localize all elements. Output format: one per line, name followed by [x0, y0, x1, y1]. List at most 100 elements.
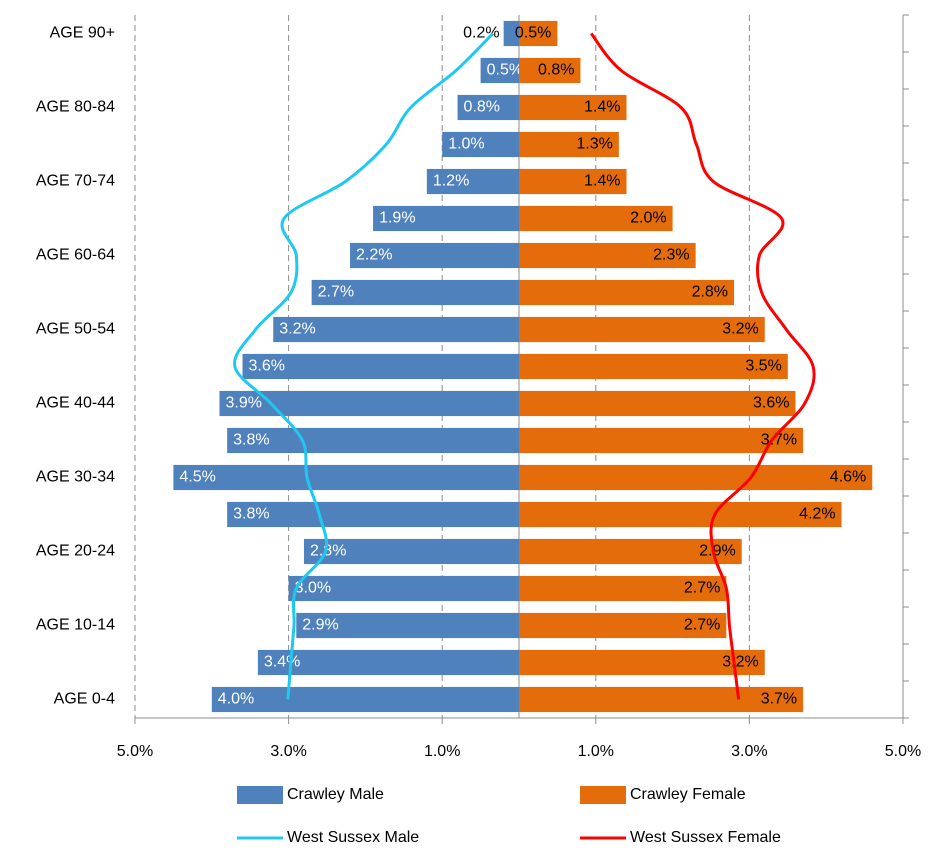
data-label: 2.8% — [310, 543, 346, 560]
bar — [219, 390, 520, 417]
data-label: 3.2% — [722, 654, 758, 671]
bar — [227, 501, 519, 528]
bar — [426, 168, 519, 195]
data-label: 1.0% — [448, 136, 484, 153]
y-tick-label: AGE 90+ — [50, 25, 115, 42]
legend-label: Crawley Male — [287, 786, 384, 803]
bar — [519, 242, 696, 269]
bar — [519, 464, 873, 491]
bar — [373, 205, 519, 232]
bar — [296, 612, 519, 639]
data-label: 1.4% — [584, 173, 620, 190]
bar — [480, 57, 519, 84]
bar — [519, 316, 765, 343]
bar — [173, 464, 519, 491]
y-tick-label: AGE 0-4 — [54, 691, 115, 708]
data-label: 3.8% — [233, 432, 269, 449]
data-label: 2.8% — [692, 284, 728, 301]
data-label: 0.5% — [487, 62, 523, 79]
bar — [311, 279, 519, 306]
legend-label: West Sussex Female — [630, 829, 781, 846]
bar — [503, 20, 519, 47]
x-tick-label: 5.0% — [885, 743, 921, 760]
bar — [519, 575, 727, 602]
x-tick-label: 5.0% — [117, 743, 153, 760]
bar — [442, 131, 519, 158]
data-label: 3.0% — [295, 580, 331, 597]
x-tick-label: 3.0% — [270, 743, 306, 760]
legend-swatch — [237, 786, 283, 804]
bar — [519, 20, 558, 47]
bar — [519, 612, 727, 639]
bar — [257, 649, 519, 676]
bar — [519, 649, 765, 676]
y-tick-label: AGE 70-74 — [36, 173, 115, 190]
data-label: 2.9% — [302, 617, 338, 634]
data-label: 4.2% — [799, 506, 835, 523]
data-label: 0.8% — [464, 99, 500, 116]
bar — [519, 279, 735, 306]
data-label: 2.9% — [699, 543, 735, 560]
y-tick-label: AGE 50-54 — [36, 321, 115, 338]
line — [589, 32, 816, 700]
bar — [288, 575, 519, 602]
data-label: 3.9% — [225, 395, 261, 412]
data-label: 2.7% — [318, 284, 354, 301]
legend-label: Crawley Female — [630, 786, 746, 803]
bar — [519, 538, 742, 565]
bar — [242, 353, 519, 380]
data-label: 4.5% — [179, 469, 215, 486]
data-label: 1.4% — [584, 99, 620, 116]
y-tick-label: AGE 80-84 — [36, 99, 115, 116]
data-label: 4.0% — [218, 691, 254, 708]
y-tick-label: AGE 40-44 — [36, 395, 115, 412]
data-label: 3.6% — [249, 358, 285, 375]
data-label: 1.3% — [576, 136, 612, 153]
bar — [457, 94, 519, 121]
bar — [519, 390, 796, 417]
data-label: 3.2% — [722, 321, 758, 338]
bar — [519, 205, 673, 232]
bar — [519, 501, 842, 528]
x-tick-label: 1.0% — [578, 743, 614, 760]
bar — [227, 427, 519, 454]
data-label: 1.9% — [379, 210, 415, 227]
y-tick-label: AGE 60-64 — [36, 247, 115, 264]
data-label: 2.3% — [653, 247, 689, 264]
data-label: 2.0% — [630, 210, 666, 227]
data-label: 0.8% — [538, 62, 574, 79]
data-label: 3.8% — [233, 506, 269, 523]
bar — [303, 538, 519, 565]
data-label: 3.6% — [753, 395, 789, 412]
data-label: 4.6% — [830, 469, 866, 486]
y-tick-label: AGE 10-14 — [36, 617, 115, 634]
y-tick-label: AGE 30-34 — [36, 469, 115, 486]
bar — [273, 316, 519, 343]
bar — [519, 427, 804, 454]
data-label: 3.5% — [745, 358, 781, 375]
data-label: 2.7% — [684, 617, 720, 634]
x-tick-label: 3.0% — [731, 743, 767, 760]
bar — [519, 353, 788, 380]
bar — [519, 131, 619, 158]
bar — [519, 168, 627, 195]
data-label: 3.7% — [761, 691, 797, 708]
data-label: 3.2% — [279, 321, 315, 338]
bar — [211, 686, 520, 713]
bar — [350, 242, 519, 269]
legend-label: West Sussex Male — [287, 829, 419, 846]
data-label: 0.2% — [463, 25, 499, 42]
data-label: 0.5% — [515, 25, 551, 42]
data-label: 1.2% — [433, 173, 469, 190]
data-label: 2.7% — [684, 580, 720, 597]
data-label: 2.2% — [356, 247, 392, 264]
y-tick-label: AGE 20-24 — [36, 543, 115, 560]
bar — [519, 57, 581, 84]
legend-swatch — [580, 786, 626, 804]
line — [233, 32, 494, 700]
bar — [519, 94, 627, 121]
bar — [519, 686, 804, 713]
data-label: 3.4% — [264, 654, 300, 671]
x-tick-label: 1.0% — [424, 743, 460, 760]
